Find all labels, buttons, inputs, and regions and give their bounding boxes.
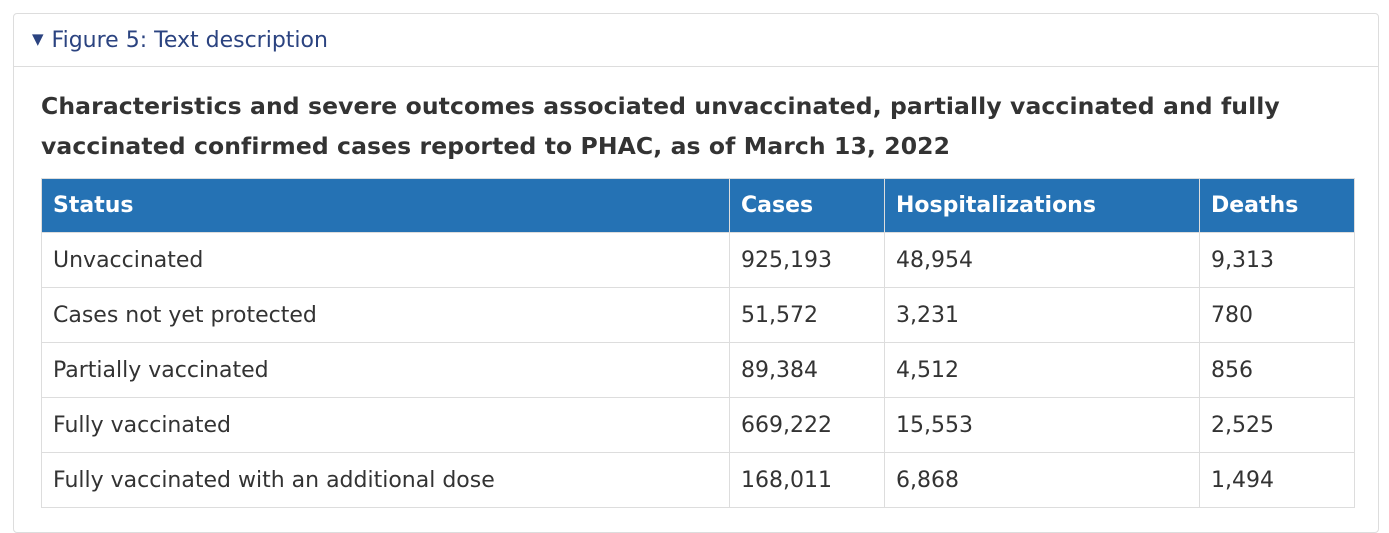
cell-hospitalizations: 3,231 [884,287,1200,343]
table-row: Unvaccinated 925,193 48,954 9,313 [41,232,1355,288]
figure-summary-label: Figure 5: Text description [51,27,328,53]
table-row: Fully vaccinated with an additional dose… [41,452,1355,508]
cell-hospitalizations: 6,868 [884,452,1200,508]
cell-cases: 51,572 [729,287,885,343]
column-header-cases: Cases [729,178,885,233]
cell-deaths: 856 [1199,342,1355,398]
cell-status: Unvaccinated [41,232,730,288]
cell-deaths: 9,313 [1199,232,1355,288]
triangle-down-icon: ▼ [32,30,44,48]
column-header-deaths: Deaths [1199,178,1355,233]
table-header-row: Status Cases Hospitalizations Deaths [41,178,1355,233]
cell-cases: 925,193 [729,232,885,288]
cell-status: Partially vaccinated [41,342,730,398]
cell-hospitalizations: 48,954 [884,232,1200,288]
column-header-hospitalizations: Hospitalizations [884,178,1200,233]
cell-cases: 89,384 [729,342,885,398]
cell-cases: 168,011 [729,452,885,508]
figure-details: ▼ Figure 5: Text description Characteris… [13,13,1379,533]
cell-status: Fully vaccinated [41,397,730,453]
table-row: Cases not yet protected 51,572 3,231 780 [41,287,1355,343]
cell-deaths: 780 [1199,287,1355,343]
cell-status: Cases not yet protected [41,287,730,343]
figure-content: Characteristics and severe outcomes asso… [14,86,1378,508]
outcomes-table: Status Cases Hospitalizations Deaths Unv… [41,178,1355,508]
table-row: Partially vaccinated 89,384 4,512 856 [41,342,1355,398]
cell-deaths: 2,525 [1199,397,1355,453]
column-header-status: Status [41,178,730,233]
cell-hospitalizations: 15,553 [884,397,1200,453]
cell-status: Fully vaccinated with an additional dose [41,452,730,508]
cell-deaths: 1,494 [1199,452,1355,508]
table-caption: Characteristics and severe outcomes asso… [41,92,1280,160]
figure-summary-toggle[interactable]: ▼ Figure 5: Text description [14,14,1378,67]
table-row: Fully vaccinated 669,222 15,553 2,525 [41,397,1355,453]
cell-cases: 669,222 [729,397,885,453]
cell-hospitalizations: 4,512 [884,342,1200,398]
